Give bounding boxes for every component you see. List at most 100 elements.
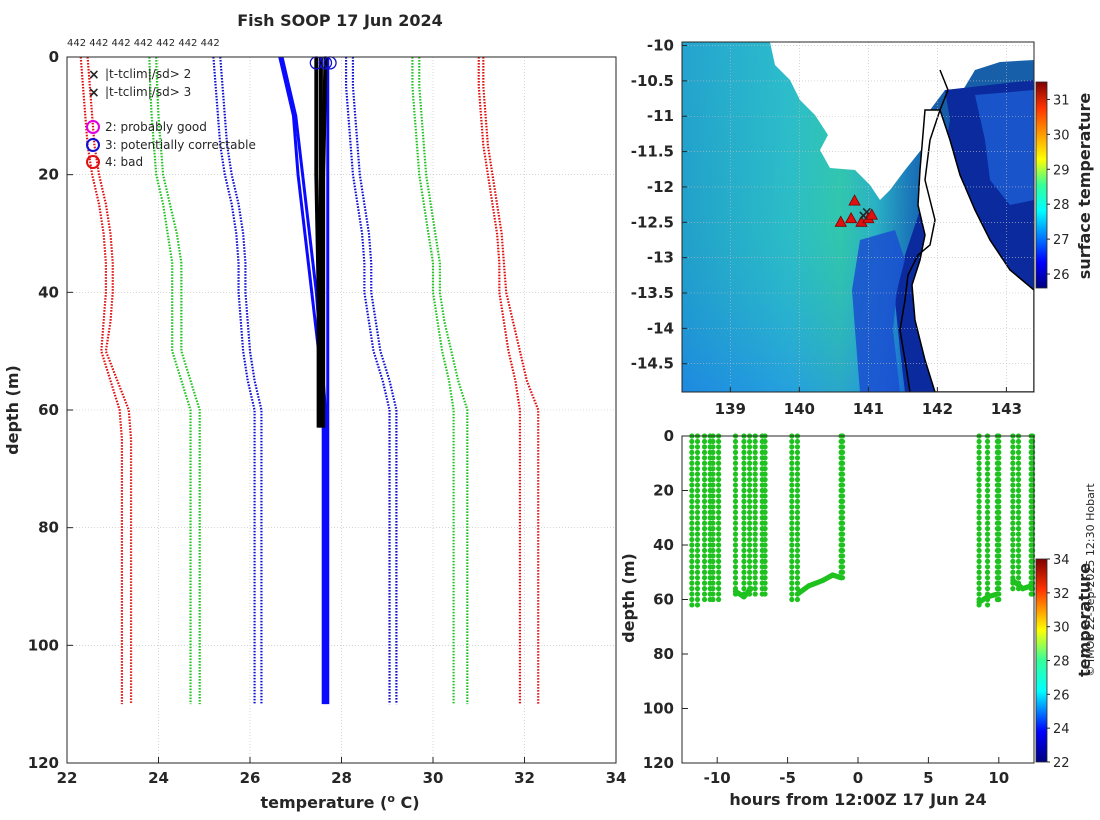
section-point (694, 553, 701, 559)
section-point (689, 509, 695, 515)
section-point (710, 564, 716, 570)
section-point (689, 553, 695, 559)
section-point (1010, 471, 1016, 477)
section-point (752, 471, 758, 477)
section-point (1010, 542, 1016, 548)
section-point (1015, 515, 1022, 521)
section-point (976, 542, 982, 548)
section-point (984, 580, 991, 586)
section-point (746, 504, 753, 510)
section-point (1015, 536, 1022, 543)
section-point (994, 591, 1000, 597)
section-point (976, 547, 982, 554)
section-point (741, 558, 747, 564)
section-point (701, 526, 708, 532)
section-point (984, 536, 991, 543)
section-point (716, 569, 722, 575)
section-point (794, 438, 801, 445)
section-point (752, 444, 758, 450)
section-point (710, 575, 716, 581)
section-point (701, 482, 708, 488)
section-point (996, 438, 1002, 445)
section-point (794, 596, 801, 603)
section-point (710, 477, 716, 483)
section-point (694, 596, 701, 603)
map-y-tick-label: -11 (647, 107, 674, 125)
section-point (762, 586, 768, 592)
map-y-tick-label: -10.5 (631, 72, 674, 90)
section-point (716, 455, 722, 461)
section-point (976, 493, 982, 499)
section-point (1015, 477, 1022, 483)
section-point (689, 487, 695, 494)
section-point (746, 455, 753, 461)
section-point (701, 449, 708, 455)
drop-triangle (848, 194, 861, 206)
section-point (741, 509, 747, 515)
section-point (976, 569, 982, 575)
clim-2sd-high-a (411, 57, 455, 705)
figure-title: Fish SOOP 17 Jun 2024 (237, 11, 443, 30)
sst-colorbar-tick-label: 30 (1053, 128, 1070, 143)
section-point (752, 438, 758, 445)
section-point (762, 482, 768, 488)
profile-legend: × |t-tclim|/sd> 2 × |t-tclim|/sd> 3 2: p… (86, 67, 256, 169)
section-point (976, 515, 982, 521)
section-point (762, 509, 768, 515)
section-point (689, 449, 695, 455)
section-point (762, 493, 768, 499)
section-point (762, 558, 768, 564)
counts-label: 442 442 442 442 442 442 442 (67, 38, 220, 49)
profile-y-label: depth (m) (3, 365, 22, 455)
profile-y-tick-label: 60 (38, 401, 59, 419)
section-point (689, 569, 695, 575)
section-point (741, 444, 747, 450)
section-point (996, 558, 1002, 564)
map-y-tick-label: -14 (647, 319, 674, 337)
section-point (701, 586, 708, 592)
section-point (839, 493, 846, 499)
section-point (762, 553, 768, 559)
section-point (1010, 449, 1016, 455)
section-point (694, 602, 701, 608)
section-point (839, 536, 846, 543)
section-point (789, 580, 795, 586)
section-point (741, 569, 747, 575)
clim-2sd-low-b (155, 56, 201, 705)
credit-text: © IMOS 22-Sep-2025 12:30 Hobart (1084, 483, 1097, 677)
section-point (746, 580, 753, 586)
section-x-label: hours from 12:00Z 17 Jun 24 (729, 790, 986, 809)
section-point (752, 531, 758, 537)
section-point (741, 460, 747, 466)
section-point (984, 586, 991, 592)
section-point (976, 504, 982, 510)
section-point (984, 542, 991, 548)
section-point (794, 471, 801, 477)
clim-1sd-low-a (212, 56, 256, 705)
section-y-label: depth (m) (619, 553, 638, 643)
section-point (996, 580, 1002, 586)
section-point (694, 580, 701, 586)
temp-colorbar-tick-label: 32 (1053, 587, 1070, 602)
section-point (839, 547, 846, 554)
section-point (996, 542, 1002, 548)
section-point (839, 558, 846, 564)
section-point (762, 575, 768, 581)
section-point (701, 531, 708, 537)
section-point (710, 509, 716, 515)
profile-x-tick-label: 30 (423, 769, 444, 787)
section-point (710, 449, 716, 455)
section-point (689, 460, 695, 466)
section-point (701, 542, 708, 548)
section-point (996, 586, 1002, 592)
map-x-tick-label: 141 (853, 400, 884, 418)
temp-colorbar-tick-label: 26 (1053, 688, 1070, 703)
section-point (716, 487, 722, 494)
profile-y-tick-label: 20 (38, 166, 59, 184)
section-point (746, 444, 753, 450)
section-point (794, 515, 801, 521)
section-point (746, 460, 753, 466)
section-point (839, 471, 846, 477)
section-point (741, 477, 747, 483)
section-point (741, 515, 747, 521)
